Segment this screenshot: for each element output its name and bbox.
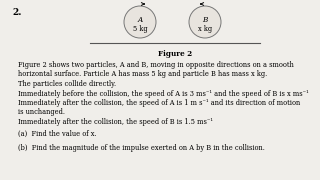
- Text: is unchanged.: is unchanged.: [18, 109, 65, 116]
- Text: 5 kg: 5 kg: [133, 25, 147, 33]
- Text: Immediately after the collision, the speed of A is 1 m s⁻¹ and its direction of : Immediately after the collision, the spe…: [18, 99, 300, 107]
- Text: (a)  Find the value of x.: (a) Find the value of x.: [18, 129, 97, 137]
- Text: Immediately before the collision, the speed of A is 3 ms⁻¹ and the speed of B is: Immediately before the collision, the sp…: [18, 89, 309, 98]
- Text: (b)  Find the magnitude of the impulse exerted on A by B in the collision.: (b) Find the magnitude of the impulse ex…: [18, 144, 265, 152]
- Text: Immediately after the collision, the speed of B is 1.5 ms⁻¹: Immediately after the collision, the spe…: [18, 118, 213, 126]
- Text: A: A: [137, 16, 143, 24]
- Text: Figure 2 shows two particles, A and B, moving in opposite directions on a smooth: Figure 2 shows two particles, A and B, m…: [18, 61, 294, 69]
- Circle shape: [124, 6, 156, 38]
- Text: 2.: 2.: [12, 8, 21, 17]
- Text: B: B: [202, 16, 208, 24]
- Text: Figure 2: Figure 2: [158, 50, 192, 58]
- Text: x kg: x kg: [198, 25, 212, 33]
- Text: horizontal surface. Particle A has mass 5 kg and particle B has mass x kg.: horizontal surface. Particle A has mass …: [18, 71, 267, 78]
- Text: The particles collide directly.: The particles collide directly.: [18, 80, 116, 88]
- Circle shape: [189, 6, 221, 38]
